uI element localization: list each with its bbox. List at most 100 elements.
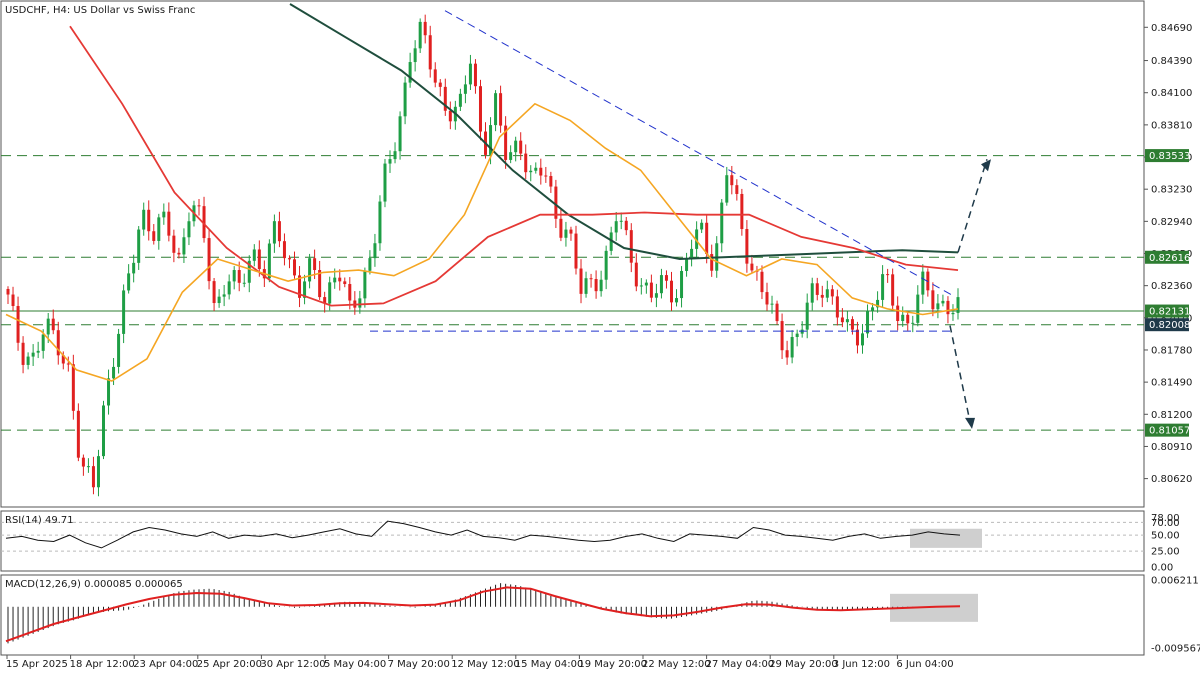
candle-body [514,140,518,153]
macd-signal-line [5,586,961,643]
rsi-line [5,520,961,549]
candle-body [664,275,668,281]
rsi-tick-label: 70.00 [1151,518,1180,529]
candle-body [207,238,211,282]
candle-body [358,298,362,308]
candle-body [468,63,472,85]
candle-body [323,297,327,304]
candle-body [298,275,302,298]
time-tick-label: 7 May 20:00 [388,659,450,670]
candle-body [227,281,231,295]
candle-body [489,125,493,155]
candle-body [36,350,40,353]
candle-body [725,175,729,203]
candle-body [780,321,784,351]
candle-body [267,243,271,279]
price-tick-label: 0.82360 [1151,281,1192,292]
scenario-down-arrowhead [965,417,975,429]
candle-body [31,352,35,357]
time-tick-label: 15 Apr 2025 [6,659,68,670]
candle-body [177,252,181,255]
candle-body [574,233,578,269]
candle-body [685,258,689,271]
rsi-highlight-box [910,528,982,548]
candle-body [554,186,558,219]
candle-body [669,280,673,303]
candle-body [544,175,548,177]
candle-body [187,221,191,238]
price-tick-label: 0.82940 [1151,217,1192,228]
candle-body [333,277,337,283]
level-price-tag-text: 0.83533 [1149,151,1190,162]
price-tick-label: 0.81780 [1151,345,1192,356]
candle-body [107,378,111,406]
candle-body [921,271,925,295]
candle-body [21,342,25,365]
candle-body [634,262,638,287]
candle-body [26,356,30,365]
candle-body [413,48,417,63]
candle-body [172,235,176,253]
candle-body [473,63,477,87]
candle-body [941,300,945,304]
candle-body [56,330,60,356]
candle-body [866,310,870,334]
scenario-down-arrow [949,325,971,422]
candle-body [61,355,65,364]
candle-body [609,232,613,251]
candle-body [202,206,206,239]
candle-body [51,318,55,331]
candle-body [448,110,452,122]
candle-body [820,294,824,298]
candle-body [504,125,508,160]
candle-body [428,35,432,70]
level-price-tag [1145,304,1189,318]
candle-body [142,209,146,230]
ma-slow-line [289,3,959,261]
candle-body [815,283,819,295]
candle-body [132,262,136,274]
candle-body [649,282,653,298]
candle-body [328,282,332,304]
time-tick-label: 18 Apr 12:00 [70,659,135,670]
candle-body [303,281,307,298]
candle-body [388,159,392,164]
macd-plot [5,583,978,644]
price-tick-label: 0.80620 [1151,474,1192,485]
time-tick-label: 5 May 04:00 [324,659,386,670]
candle-body [800,329,804,334]
level-price-tag [1145,149,1189,163]
price-tick-label: 0.81490 [1151,378,1192,389]
candle-body [855,329,859,346]
candle-body [840,317,844,323]
time-tick-label: 12 May 12:00 [451,659,520,670]
candle-body [589,278,593,280]
candle-body [906,314,910,324]
candle-body [127,273,131,291]
candle-body [931,290,935,310]
candle-body [313,258,317,270]
candle-body [277,221,281,242]
candle-body [86,466,90,468]
candle-body [308,258,312,282]
macd-pane-frame [0,574,1145,656]
candle-body [740,193,744,230]
main-plot [1,3,1144,497]
candle-body [494,93,498,126]
price-tick-label: 0.81200 [1151,410,1192,421]
candle-body [735,185,739,194]
trend-line-down [444,10,956,298]
candle-body [478,86,482,132]
candle-body [499,93,503,126]
price-tick-label: 0.84690 [1151,23,1192,34]
candle-body [946,300,950,315]
time-tick-label: 29 May 20:00 [769,659,838,670]
candle-body [559,218,563,238]
candle-body [257,249,261,270]
candle-body [102,405,106,457]
candle-body [680,270,684,299]
candle-body [524,153,528,173]
candle-body [765,292,769,305]
candle-body [850,319,854,330]
